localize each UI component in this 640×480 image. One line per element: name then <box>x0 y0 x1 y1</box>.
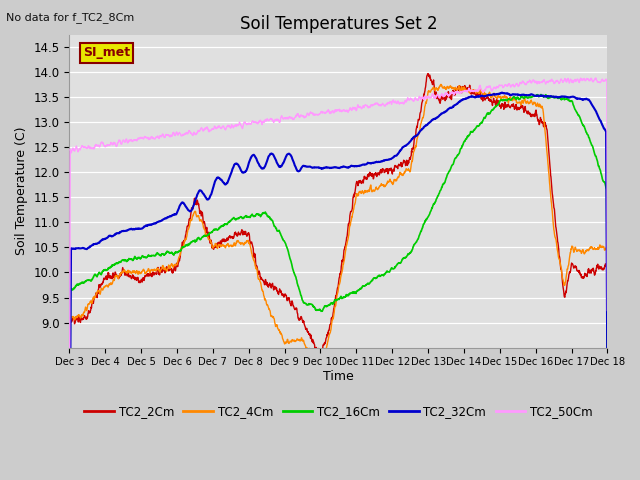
Title: Soil Temperatures Set 2: Soil Temperatures Set 2 <box>239 15 437 33</box>
X-axis label: Time: Time <box>323 370 354 383</box>
Legend: TC2_2Cm, TC2_4Cm, TC2_16Cm, TC2_32Cm, TC2_50Cm: TC2_2Cm, TC2_4Cm, TC2_16Cm, TC2_32Cm, TC… <box>80 400 597 423</box>
Text: SI_met: SI_met <box>83 47 130 60</box>
Y-axis label: Soil Temperature (C): Soil Temperature (C) <box>15 127 28 255</box>
Text: No data for f_TC2_8Cm: No data for f_TC2_8Cm <box>6 12 134 23</box>
